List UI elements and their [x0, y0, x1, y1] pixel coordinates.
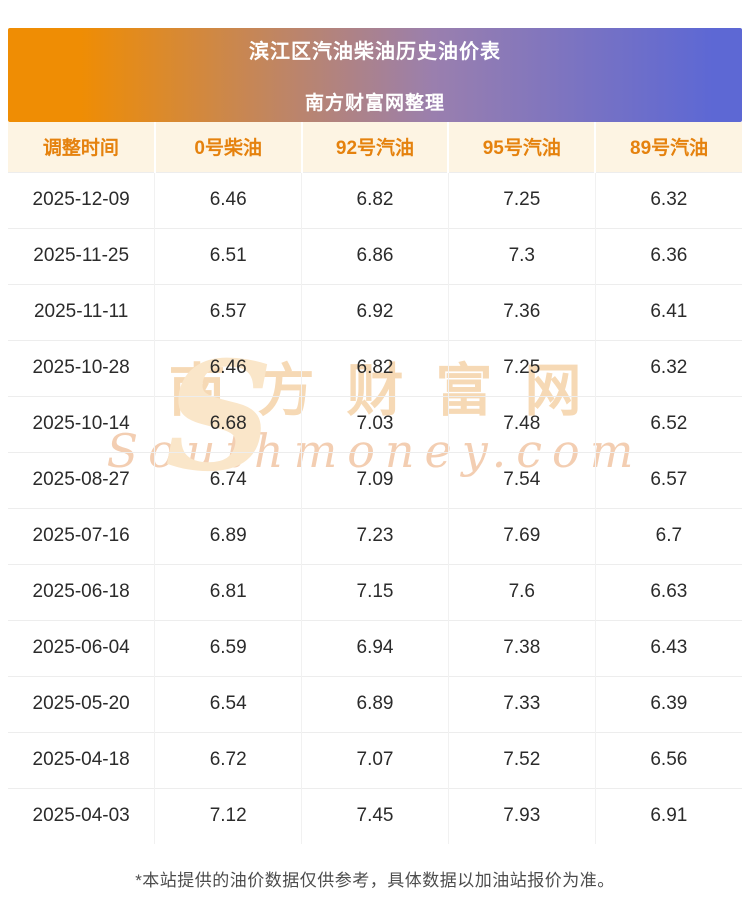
- date-cell: 2025-11-25: [8, 227, 156, 284]
- date-cell: 2025-06-18: [8, 563, 156, 620]
- price-cell: 6.57: [154, 283, 303, 340]
- table-row: 2025-05-20 6.54 6.89 7.33 6.39: [8, 675, 742, 732]
- price-cell: 6.82: [301, 171, 449, 228]
- date-cell: 2025-11-11: [8, 283, 156, 340]
- price-cell: 6.57: [595, 451, 742, 508]
- price-cell: 7.38: [448, 619, 596, 676]
- date-cell: 2025-10-28: [8, 339, 156, 396]
- price-cell: 6.89: [301, 675, 449, 732]
- date-cell: 2025-10-14: [8, 395, 156, 452]
- price-cell: 6.74: [154, 451, 303, 508]
- column-header-gas92: 92号汽油: [300, 122, 449, 172]
- price-cell: 6.94: [301, 619, 449, 676]
- price-cell: 7.09: [301, 451, 449, 508]
- price-cell: 7.48: [448, 395, 596, 452]
- date-cell: 2025-06-04: [8, 619, 156, 676]
- price-cell: 6.63: [595, 563, 742, 620]
- date-cell: 2025-12-09: [8, 171, 156, 228]
- date-cell: 2025-05-20: [8, 675, 156, 732]
- price-cell: 7.52: [448, 731, 596, 788]
- price-cell: 7.33: [448, 675, 596, 732]
- price-cell: 6.56: [595, 731, 742, 788]
- column-header-gas95: 95号汽油: [447, 122, 596, 172]
- price-cell: 6.51: [154, 227, 303, 284]
- price-cell: 7.25: [448, 171, 596, 228]
- price-cell: 7.36: [448, 283, 596, 340]
- date-cell: 2025-07-16: [8, 507, 156, 564]
- table-row: 2025-08-27 6.74 7.09 7.54 6.57: [8, 451, 742, 508]
- table-row: 2025-04-03 7.12 7.45 7.93 6.91: [8, 787, 742, 844]
- table-row: 2025-04-18 6.72 7.07 7.52 6.56: [8, 731, 742, 788]
- page-banner: 滨江区汽油柴油历史油价表 南方财富网整理: [8, 28, 742, 122]
- date-cell: 2025-04-03: [8, 787, 156, 844]
- price-cell: 6.59: [154, 619, 303, 676]
- price-cell: 6.89: [154, 507, 303, 564]
- price-cell: 6.32: [595, 339, 742, 396]
- price-cell: 6.46: [154, 339, 303, 396]
- table-row: 2025-10-14 6.68 7.03 7.48 6.52: [8, 395, 742, 452]
- table-row: 2025-12-09 6.46 6.82 7.25 6.32: [8, 171, 742, 228]
- price-cell: 7.54: [448, 451, 596, 508]
- column-header-gas89: 89号汽油: [594, 122, 742, 172]
- price-cell: 6.43: [595, 619, 742, 676]
- price-cell: 6.52: [595, 395, 742, 452]
- price-cell: 7.45: [301, 787, 449, 844]
- price-cell: 6.41: [595, 283, 742, 340]
- price-cell: 6.72: [154, 731, 303, 788]
- date-cell: 2025-08-27: [8, 451, 156, 508]
- price-cell: 6.68: [154, 395, 303, 452]
- price-cell: 7.23: [301, 507, 449, 564]
- column-header-date: 调整时间: [8, 122, 155, 172]
- price-cell: 7.12: [154, 787, 303, 844]
- price-cell: 6.36: [595, 227, 742, 284]
- page: S 南方财富网 Southmoney.com 滨江区汽油柴油历史油价表 南方财富…: [8, 28, 742, 890]
- price-cell: 6.91: [595, 787, 742, 844]
- price-cell: 7.15: [301, 563, 449, 620]
- page-subtitle: 南方财富网整理: [304, 93, 445, 114]
- price-cell: 7.3: [448, 227, 596, 284]
- header-row: 调整时间 0号柴油 92号汽油 95号汽油 89号汽油: [8, 122, 742, 172]
- price-cell: 7.69: [448, 507, 596, 564]
- price-cell: 7.03: [301, 395, 449, 452]
- price-cell: 6.54: [154, 675, 303, 732]
- table-row: 2025-06-04 6.59 6.94 7.38 6.43: [8, 619, 742, 676]
- price-cell: 6.92: [301, 283, 449, 340]
- table-row: 2025-10-28 6.46 6.82 7.25 6.32: [8, 339, 742, 396]
- price-cell: 6.7: [595, 507, 742, 564]
- price-cell: 7.93: [448, 787, 596, 844]
- table-row: 2025-07-16 6.89 7.23 7.69 6.7: [8, 507, 742, 564]
- table-row: 2025-11-25 6.51 6.86 7.3 6.36: [8, 227, 742, 284]
- price-cell: 6.81: [154, 563, 303, 620]
- price-cell: 6.39: [595, 675, 742, 732]
- price-cell: 6.32: [595, 171, 742, 228]
- footer-note: *本站提供的油价数据仅供参考，具体数据以加油站报价为准。: [135, 871, 615, 890]
- price-cell: 7.25: [448, 339, 596, 396]
- table-header: 调整时间 0号柴油 92号汽油 95号汽油 89号汽油: [8, 122, 742, 172]
- table-row: 2025-06-18 6.81 7.15 7.6 6.63: [8, 563, 742, 620]
- price-cell: 6.46: [154, 171, 303, 228]
- table-row: 2025-11-11 6.57 6.92 7.36 6.41: [8, 283, 742, 340]
- column-header-diesel0: 0号柴油: [153, 122, 302, 172]
- table-body: 2025-12-09 6.46 6.82 7.25 6.32 2025-11-2…: [8, 171, 742, 844]
- price-cell: 6.82: [301, 339, 449, 396]
- price-cell: 6.86: [301, 227, 449, 284]
- page-title: 滨江区汽油柴油历史油价表: [249, 41, 501, 63]
- price-table: 调整时间 0号柴油 92号汽油 95号汽油 89号汽油 2025-12-09 6…: [8, 122, 742, 844]
- price-cell: 7.07: [301, 731, 449, 788]
- date-cell: 2025-04-18: [8, 731, 156, 788]
- price-cell: 7.6: [448, 563, 596, 620]
